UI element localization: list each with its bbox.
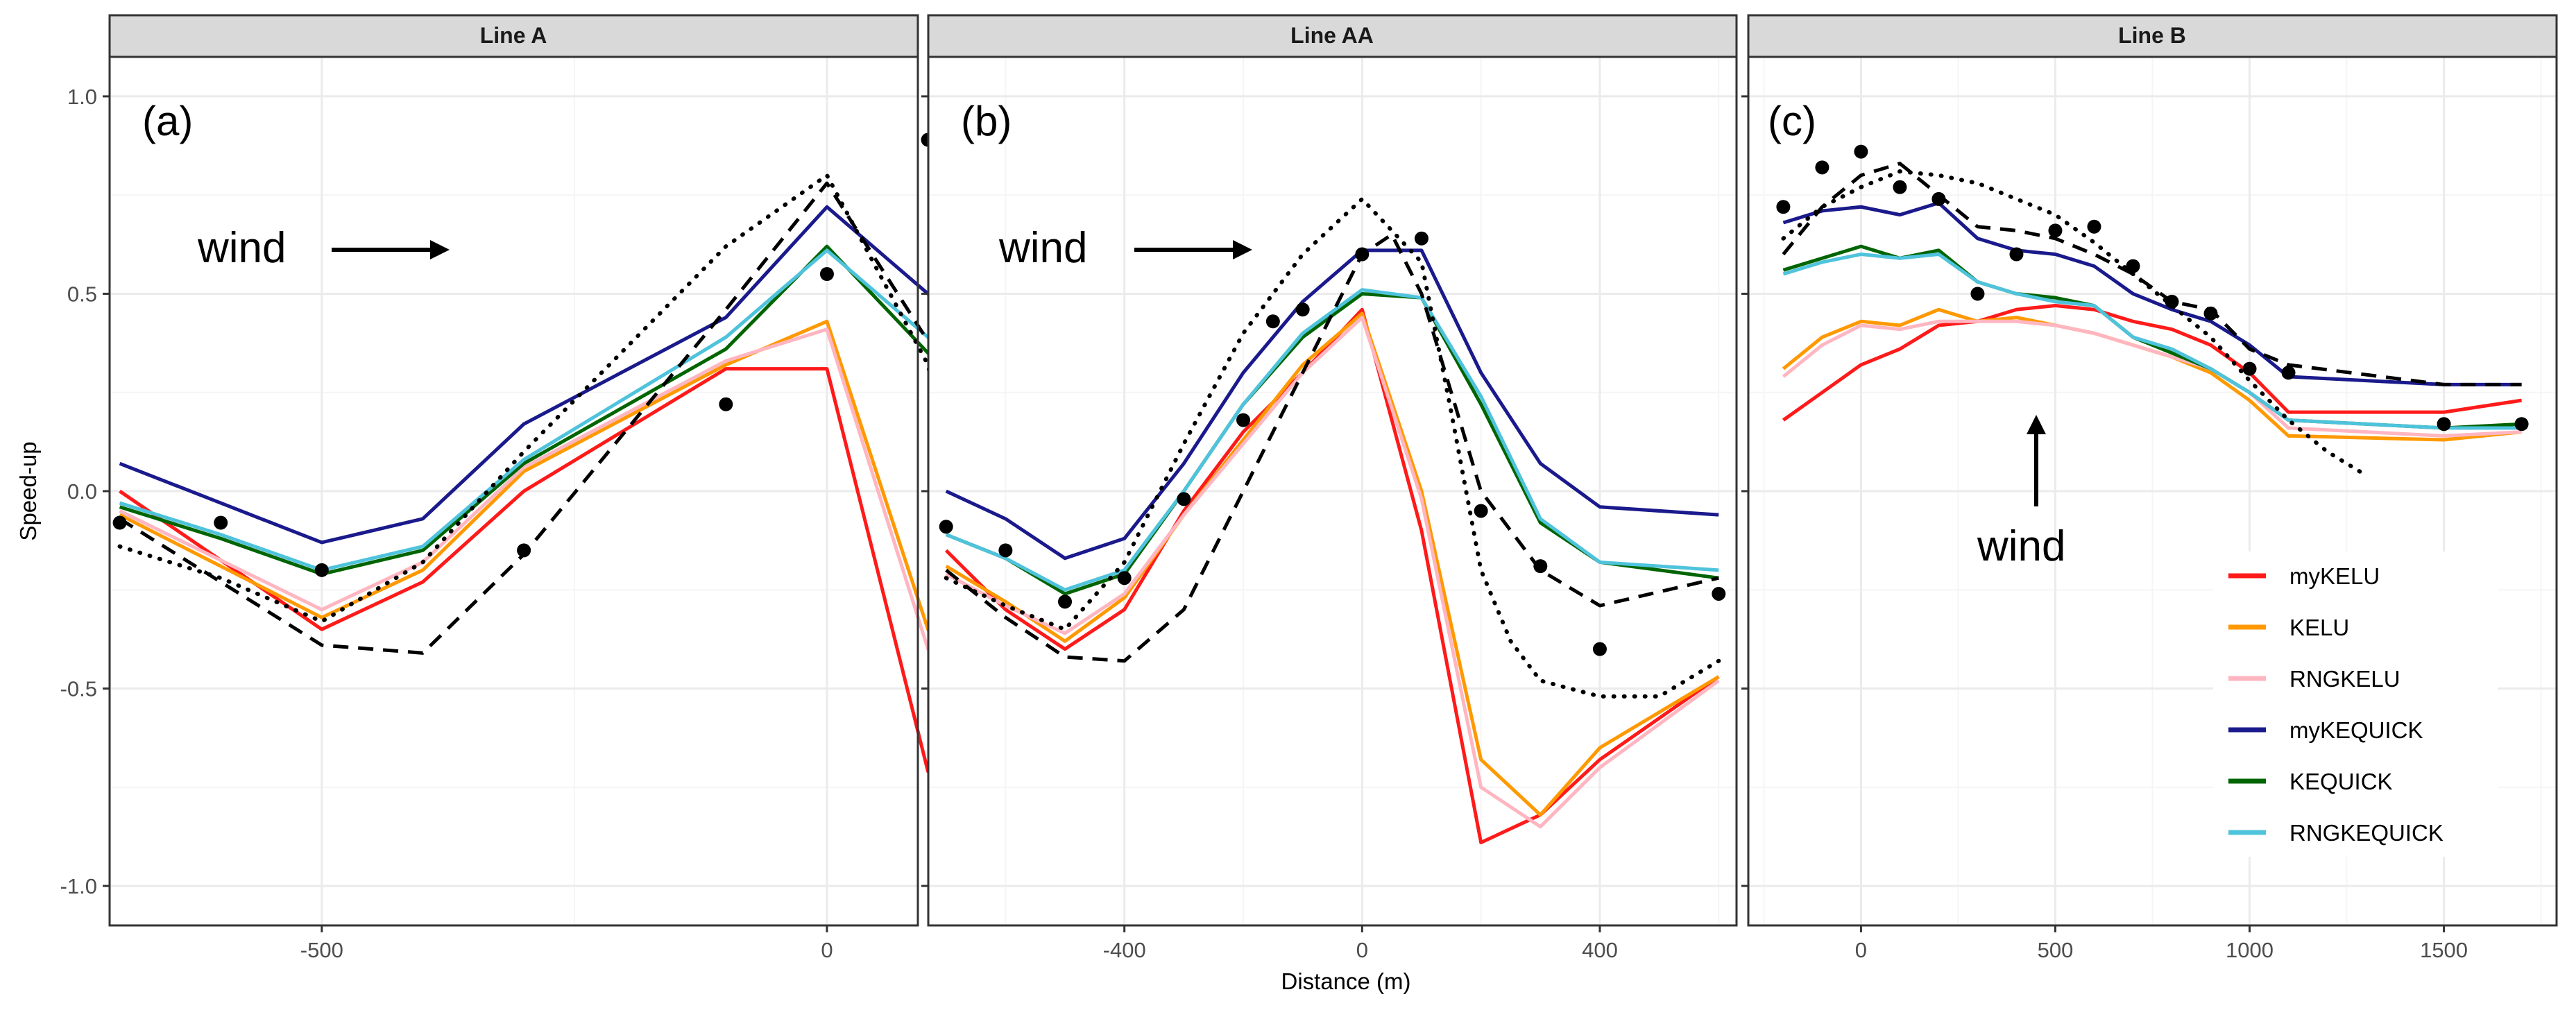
observed-point bbox=[1474, 504, 1488, 518]
observed-point bbox=[1533, 559, 1548, 574]
strip-title-line-aa: Line AA bbox=[1290, 23, 1374, 48]
strip-line-b bbox=[1747, 14, 2558, 58]
legend-label-kelu: KELU bbox=[2289, 615, 2349, 640]
legend: myKELU KELU RNGKELU myKEQUICK KEQUICK RNGKEQU… bbox=[2213, 552, 2498, 857]
observed-point bbox=[2048, 223, 2063, 238]
x-tick-label: -400 bbox=[1103, 938, 1146, 962]
series-line-mykelu bbox=[1782, 304, 2522, 422]
series-line-rngkequick bbox=[1782, 253, 2522, 430]
series-line-rngkelu bbox=[1782, 319, 2522, 438]
observed-point bbox=[214, 515, 228, 530]
x-tick-label: 0 bbox=[821, 938, 833, 962]
wind-label-c: wind bbox=[1977, 522, 2066, 570]
x-tick-label: 500 bbox=[2038, 938, 2074, 962]
y-tick-label: 1.0 bbox=[67, 85, 97, 109]
legend-label-kequick: KEQUICK bbox=[2289, 769, 2393, 794]
y-tick-label: -1.0 bbox=[60, 874, 97, 898]
x-tick-label: 1000 bbox=[2226, 938, 2274, 962]
series-line-dashed bbox=[945, 232, 1719, 663]
y-tick-label: 0.0 bbox=[67, 479, 97, 504]
x-tick-label: 1500 bbox=[2420, 938, 2468, 962]
panel-line-a: Line A (a) wind -1.0 -0.5 0.0 0.5 1.0 -500 0 bbox=[60, 14, 1238, 962]
panel-letter-a: (a) bbox=[142, 98, 193, 144]
x-axis-title: Distance (m) bbox=[1281, 968, 1410, 994]
observed-point bbox=[112, 515, 127, 530]
observed-point bbox=[1815, 160, 1829, 175]
observed-point bbox=[517, 543, 531, 558]
observed-point bbox=[2009, 247, 2024, 262]
observed-point bbox=[1776, 200, 1791, 214]
panel-line-b: Line B (c) wind myKELU KELU RNGKELU myKEQUI… bbox=[1741, 14, 2558, 962]
panel-letter-b: (b) bbox=[961, 98, 1012, 144]
strip-line-a bbox=[108, 14, 919, 58]
series-line-kelu bbox=[945, 311, 1720, 817]
observed-point bbox=[1931, 191, 1946, 206]
observed-point bbox=[1893, 180, 1907, 194]
observed-point bbox=[1058, 595, 1073, 609]
observed-point bbox=[1414, 231, 1428, 246]
observed-point bbox=[1265, 314, 1280, 329]
x-tick-label: 0 bbox=[1356, 938, 1368, 962]
wind-label-a: wind bbox=[197, 224, 287, 272]
observed-point bbox=[2437, 417, 2451, 431]
strip-line-aa bbox=[927, 14, 1738, 58]
legend-label-mykequick: myKEQUICK bbox=[2289, 717, 2423, 743]
observed-point bbox=[1295, 302, 1310, 317]
x-tick-label: 0 bbox=[1855, 938, 1867, 962]
observed-point bbox=[314, 563, 329, 577]
observed-point bbox=[1970, 287, 1985, 301]
series-line-mykequick bbox=[1782, 201, 2522, 386]
observed-point bbox=[1355, 247, 1370, 262]
wind-label-b: wind bbox=[998, 224, 1088, 272]
observed-point bbox=[2281, 366, 2296, 380]
observed-point bbox=[2087, 219, 2101, 234]
series-line-dotted bbox=[1781, 169, 2369, 478]
wind-arrow-a-icon bbox=[332, 240, 450, 259]
observed-point bbox=[939, 520, 953, 534]
series-line-dashed bbox=[1782, 162, 2522, 386]
series-line-rngkequick bbox=[945, 288, 1719, 592]
observed-point bbox=[719, 397, 733, 411]
observed-point bbox=[2203, 306, 2218, 321]
observed-point bbox=[1854, 144, 1868, 159]
y-tick-label: -0.5 bbox=[60, 677, 97, 701]
observed-point bbox=[2126, 259, 2140, 273]
x-tick-label: -500 bbox=[300, 938, 343, 962]
panel-letter-c: (c) bbox=[1768, 98, 1816, 144]
observed-point bbox=[998, 543, 1013, 558]
y-tick-label: 0.5 bbox=[67, 282, 97, 306]
observed-point bbox=[2165, 294, 2179, 309]
series-line-kequick bbox=[945, 291, 1719, 596]
observed-point bbox=[2514, 417, 2529, 431]
wind-arrow-c-icon bbox=[2027, 415, 2046, 506]
legend-label-mykelu: myKELU bbox=[2289, 563, 2380, 589]
observed-point bbox=[1712, 586, 1726, 601]
strip-title-line-a: Line A bbox=[480, 23, 547, 48]
observed-point bbox=[2242, 361, 2257, 376]
observed-point bbox=[1592, 642, 1607, 656]
x-tick-label: 400 bbox=[1582, 938, 1618, 962]
legend-background bbox=[2213, 552, 2498, 857]
panel-line-aa: Line AA (b) wind -400 0 400 bbox=[921, 14, 1738, 962]
observed-point bbox=[819, 267, 834, 281]
y-axis-title: Speed-up bbox=[15, 441, 41, 540]
legend-label-rngkequick: RNGKEQUICK bbox=[2289, 820, 2443, 846]
observed-point bbox=[1236, 413, 1251, 427]
observed-point bbox=[1117, 571, 1132, 586]
legend-label-rngkelu: RNGKELU bbox=[2289, 666, 2400, 692]
wind-arrow-b-icon bbox=[1134, 240, 1252, 259]
observed-point bbox=[1177, 492, 1191, 506]
strip-title-line-b: Line B bbox=[2118, 23, 2186, 48]
series-line-mykequick bbox=[945, 248, 1719, 561]
